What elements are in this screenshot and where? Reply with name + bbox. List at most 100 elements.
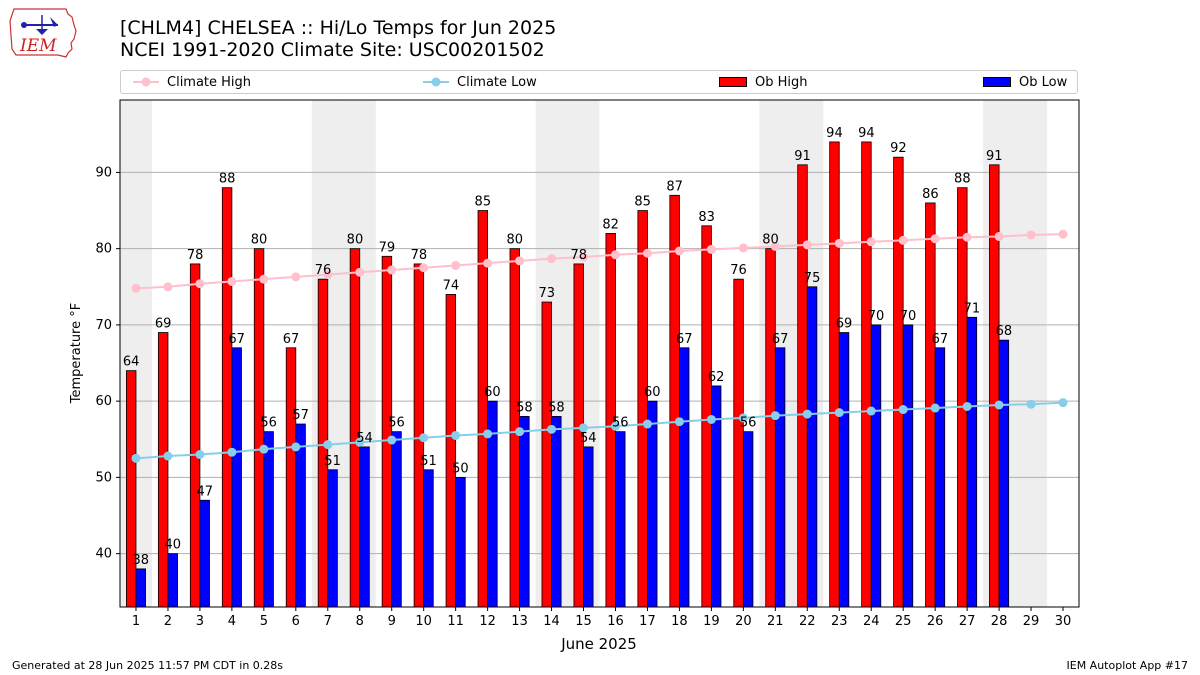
x-tick-label-16: 16 bbox=[607, 614, 624, 629]
climate-high-point-21 bbox=[770, 241, 780, 251]
legend-label-climate-low: Climate Low bbox=[457, 74, 537, 90]
climate-low-point-23 bbox=[834, 408, 844, 418]
ob-high-label-17: 85 bbox=[634, 195, 651, 210]
y-tick-label-60: 60 bbox=[95, 394, 112, 409]
x-tick-label-12: 12 bbox=[479, 614, 496, 629]
ob-high-bar-9 bbox=[381, 255, 393, 608]
ob-high-label-13: 80 bbox=[507, 233, 524, 248]
ob-low-label-9: 56 bbox=[388, 416, 405, 431]
legend-item-ob-low: Ob Low bbox=[983, 71, 1067, 93]
ob-high-label-25: 92 bbox=[890, 141, 907, 156]
y-tick-label-90: 90 bbox=[95, 165, 112, 180]
climate-low-point-20 bbox=[738, 413, 748, 423]
ob-high-label-11: 74 bbox=[443, 278, 460, 293]
climate-high-point-15 bbox=[579, 252, 589, 262]
climate-high-point-4 bbox=[227, 276, 237, 286]
x-tick-label-14: 14 bbox=[543, 614, 560, 629]
ob-low-label-10: 51 bbox=[420, 454, 437, 469]
ob-high-bar-11 bbox=[445, 294, 457, 608]
x-axis-label: June 2025 bbox=[560, 635, 637, 653]
climate-low-point-17 bbox=[642, 419, 652, 429]
ob-high-bar-2 bbox=[157, 332, 169, 608]
footer-app: IEM Autoplot App #17 bbox=[1066, 659, 1189, 672]
climate-high-point-2 bbox=[163, 282, 173, 292]
climate-high-point-17 bbox=[642, 248, 652, 258]
ob-high-bar-6 bbox=[285, 347, 297, 608]
plot-frame bbox=[119, 99, 1080, 608]
ob-high-label-18: 87 bbox=[666, 179, 683, 194]
ob-high-label-10: 78 bbox=[411, 248, 428, 263]
climate-low-point-15 bbox=[579, 423, 589, 433]
ob-high-label-23: 94 bbox=[826, 126, 843, 141]
ob-low-label-20: 56 bbox=[740, 416, 757, 431]
ob-low-label-6: 57 bbox=[292, 408, 309, 423]
y-tick-label-40: 40 bbox=[95, 547, 112, 562]
x-tick-label-24: 24 bbox=[863, 614, 880, 629]
y-axis-label: Temperature °F bbox=[69, 303, 84, 404]
ob-low-label-16: 56 bbox=[612, 416, 629, 431]
climate-low-line bbox=[135, 401, 1064, 460]
climate-high-point-7 bbox=[323, 270, 333, 280]
ob-high-label-8: 80 bbox=[347, 233, 364, 248]
x-tick-label-3: 3 bbox=[196, 614, 204, 629]
ob-low-bar-14 bbox=[551, 415, 562, 608]
ob-low-label-11: 50 bbox=[452, 461, 469, 476]
ob-low-bar-26 bbox=[934, 347, 946, 608]
x-tick-label-9: 9 bbox=[388, 614, 396, 629]
ob-low-label-7: 51 bbox=[324, 454, 341, 469]
ob-low-bar-10 bbox=[423, 469, 434, 608]
legend-label-climate-high: Climate High bbox=[167, 74, 252, 90]
climate-high-point-1 bbox=[131, 283, 141, 293]
ob-high-bar-4 bbox=[221, 187, 233, 608]
ob-low-label-23: 69 bbox=[836, 317, 853, 332]
ob-high-label-2: 69 bbox=[155, 317, 172, 332]
ob-low-bar-27 bbox=[966, 316, 978, 608]
ob-high-bar-28 bbox=[989, 164, 1000, 608]
ob-low-bar-24 bbox=[870, 324, 882, 608]
weekend-band-29 bbox=[1015, 100, 1048, 607]
x-tick-label-27: 27 bbox=[959, 614, 976, 629]
ob-low-label-27: 71 bbox=[964, 301, 981, 316]
x-tick-label-5: 5 bbox=[260, 614, 268, 629]
x-tick-label-1: 1 bbox=[132, 614, 140, 629]
x-tick-label-23: 23 bbox=[831, 614, 848, 629]
ob-high-bar-14 bbox=[541, 301, 552, 608]
ob-high-label-5: 80 bbox=[251, 233, 268, 248]
ob-low-bar-17 bbox=[647, 400, 658, 608]
ob-low-label-8: 54 bbox=[356, 431, 373, 446]
x-tick-label-11: 11 bbox=[447, 614, 464, 629]
legend-item-ob-high: Ob High bbox=[719, 71, 808, 93]
climate-high-point-29 bbox=[1026, 230, 1036, 240]
x-tick-label-26: 26 bbox=[927, 614, 944, 629]
x-tick-label-29: 29 bbox=[1023, 614, 1040, 629]
climate-high-point-20 bbox=[738, 243, 748, 253]
climate-high-point-28 bbox=[994, 231, 1004, 241]
ob-high-label-28: 91 bbox=[986, 149, 1003, 164]
legend-item-climate-high: Climate High bbox=[133, 71, 251, 93]
gridlines bbox=[120, 171, 1079, 555]
data-labels: 64 38 69 40 78 47 88 67 80 56 67 57 76 51 80 54 79 56 78 51… bbox=[123, 126, 1012, 568]
ob-high-label-22: 91 bbox=[794, 149, 811, 164]
ob-high-label-19: 83 bbox=[698, 210, 715, 225]
climate-low-point-4 bbox=[227, 447, 237, 457]
climate-high-point-10 bbox=[419, 263, 429, 273]
climate-lines bbox=[131, 229, 1068, 463]
logo-text: IEM bbox=[19, 36, 57, 56]
climate-low-point-11 bbox=[451, 430, 461, 440]
ob-high-label-1: 64 bbox=[123, 355, 140, 370]
ob-low-bar-4 bbox=[231, 347, 242, 608]
ob-high-label-15: 78 bbox=[570, 248, 587, 263]
ob-high-label-6: 67 bbox=[283, 332, 300, 347]
ob-high-bar-21 bbox=[765, 248, 776, 608]
climate-high-point-30 bbox=[1058, 229, 1068, 239]
iem-logo: IEM bbox=[9, 8, 77, 58]
ob-low-label-1: 38 bbox=[133, 553, 150, 568]
x-tick-label-28: 28 bbox=[991, 614, 1008, 629]
ob-low-bar-23 bbox=[838, 332, 850, 608]
ob-low-bar-7 bbox=[327, 469, 338, 608]
ob-high-bar-12 bbox=[477, 210, 489, 608]
x-tick-label-13: 13 bbox=[511, 614, 528, 629]
ob-low-bar-8 bbox=[359, 446, 370, 608]
